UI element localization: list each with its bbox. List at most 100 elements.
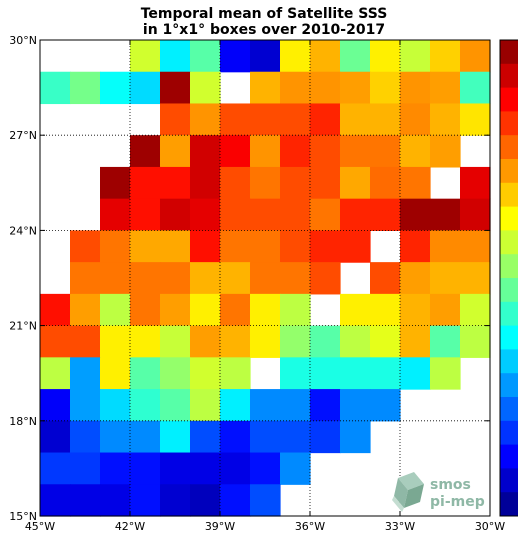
heatmap-cell [70,71,101,105]
heatmap-cell [310,420,341,454]
heatmap-cell [220,325,251,358]
heatmap-cell [310,198,341,231]
heatmap-cell [190,325,221,358]
heatmap-cell [370,325,401,358]
colorbar [499,39,518,517]
heatmap-cell [40,452,71,485]
logo-line1: smos [430,477,471,493]
heatmap-cell [130,166,161,200]
heatmap-cell [280,262,311,295]
heatmap-cell [160,420,191,454]
heatmap-cell [250,452,281,485]
heatmap-cell [310,389,341,422]
colorbar-segment [500,182,518,208]
heatmap-cell [130,135,161,168]
heatmap-cell [160,325,191,358]
colorbar-segment [500,63,518,89]
heatmap-cell [430,103,461,136]
heatmap-cell [190,198,221,231]
heatmap-cell [160,198,191,231]
heatmap-cell [400,357,431,390]
heatmap-cell [220,40,251,73]
heatmap-cell [310,71,341,105]
heatmap-cell [280,40,311,73]
heatmap-cell [130,357,161,390]
heatmap-cell [100,420,131,454]
heatmap-cell [310,135,341,168]
heatmap-cell [100,198,131,231]
heatmap-cell [100,325,131,358]
heatmap-cell [250,40,281,73]
heatmap-cell [250,198,281,231]
heatmap-cell [250,262,281,295]
y-tick-labels: 30°N 27°N 24°N 21°N 18°N 15°N [9,34,37,523]
heatmap-cell [460,166,491,200]
heatmap-cell [40,389,71,422]
heatmap-cell [190,230,221,263]
heatmap-cell [400,103,431,136]
y-tick-label: 18°N [9,415,37,428]
heatmap-cell [160,71,191,105]
heatmap-cell [100,262,131,295]
heatmap-cell [220,198,251,231]
heatmap-cell [340,389,371,422]
heatmap-cell [340,135,371,168]
heatmap-cell [130,293,161,327]
heatmap-cell [250,389,281,422]
heatmap-cell [220,135,251,168]
heatmap-cell [430,135,461,168]
heatmap-cell [310,166,341,200]
y-tick-label: 21°N [9,320,37,333]
heatmap-cell [280,389,311,422]
heatmap-cell [430,40,461,73]
heatmap-cell [430,325,461,358]
heatmap-cell [220,230,251,263]
colorbar-segment [500,301,518,327]
chart-title: Temporal mean of Satellite SSS [141,6,388,22]
heatmap-cell [100,484,131,517]
heatmap-cell [340,198,371,231]
heatmap-cell [250,135,281,168]
heatmap-cell [400,198,431,231]
heatmap-cell [370,262,401,295]
heatmap-cell [160,357,191,390]
heatmap-cell [130,71,161,105]
colorbar-segment [500,468,518,493]
heatmap-cell [460,230,491,263]
heatmap-cell [250,166,281,200]
heatmap-cell [400,230,431,263]
colorbar-segment [500,135,518,160]
heatmap-cell [100,293,131,327]
heatmap-cells [40,40,491,517]
colorbar-segment [500,254,518,279]
colorbar-segment [500,159,518,184]
heatmap-cell [340,357,371,390]
heatmap-cell [280,420,311,454]
heatmap-cell [460,262,491,295]
heatmap-cell [460,198,491,231]
heatmap-cell [310,325,341,358]
heatmap-cell [400,325,431,358]
heatmap-cell [340,166,371,200]
heatmap-cell [70,230,101,263]
heatmap-cell [160,166,191,200]
heatmap-cell [190,389,221,422]
heatmap-cell [250,325,281,358]
heatmap-cell [280,71,311,105]
heatmap-cell [340,103,371,136]
x-tick-label: 36°W [295,520,325,533]
heatmap-cell [220,389,251,422]
heatmap-cell [100,452,131,485]
heatmap-cell [100,230,131,263]
x-tick-label: 42°W [115,520,145,533]
heatmap-cell [190,452,221,485]
y-tick-label: 30°N [9,34,37,47]
heatmap-cell [70,389,101,422]
heatmap-cell [340,71,371,105]
y-tick-label: 24°N [9,224,37,237]
heatmap-cell [40,325,71,358]
heatmap-cell [130,198,161,231]
heatmap-cell [400,40,431,73]
heatmap-cell [220,103,251,136]
